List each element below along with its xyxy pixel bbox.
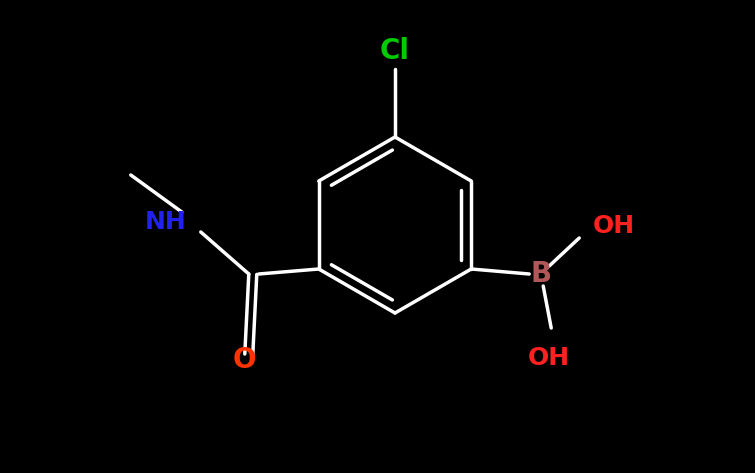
Text: Cl: Cl <box>380 37 410 65</box>
Text: OH: OH <box>593 214 636 238</box>
Text: B: B <box>531 260 552 288</box>
Text: OH: OH <box>528 346 570 370</box>
Text: O: O <box>233 346 257 374</box>
Text: NH: NH <box>145 210 186 234</box>
